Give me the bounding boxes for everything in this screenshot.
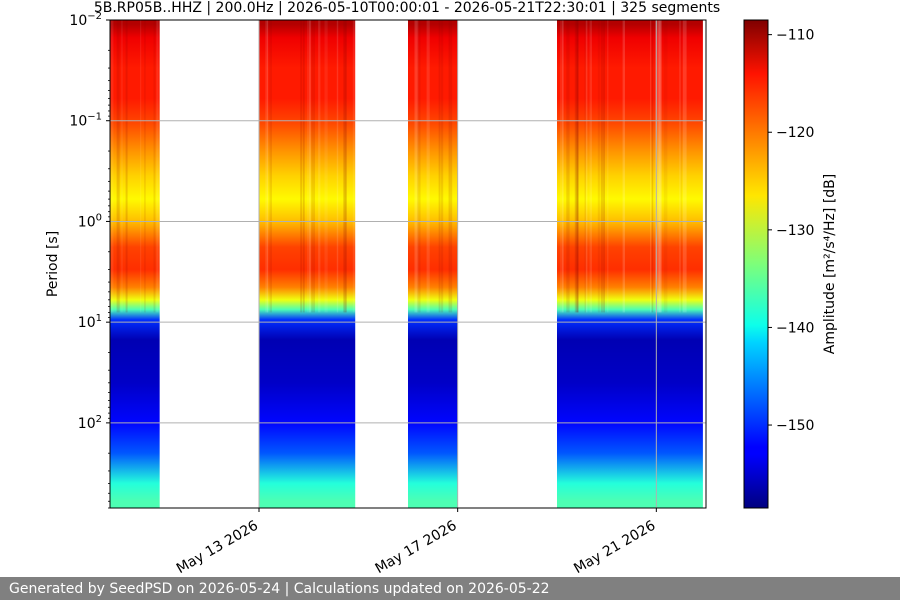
segment-streak: [589, 20, 592, 313]
segment-streak: [309, 20, 311, 313]
segment-streak: [651, 20, 654, 313]
colorbar-ticks: −110 −120 −130 −140 −150: [768, 28, 814, 434]
plot-frame: [109, 19, 707, 509]
footer-bar: Generated by SeedPSD on 2026-05-24 | Cal…: [0, 577, 900, 600]
segment-streak: [416, 20, 419, 313]
segment-streak: [441, 20, 444, 313]
y-tick-label: 100: [78, 212, 102, 230]
segment-streak: [426, 20, 430, 313]
x-axis: May 13 2026 May 17 2026 May 21 2026: [174, 508, 658, 577]
segment-streak: [575, 20, 579, 313]
x-tick-label: May 13 2026: [174, 518, 261, 577]
colorbar: −110 −120 −130 −140 −150 Amplitude [m²/s⁴/Hz…: [743, 19, 838, 509]
segment-streak: [679, 20, 682, 313]
segment-streak: [269, 20, 272, 313]
segment-streak: [682, 20, 687, 313]
segment-streak: [584, 20, 586, 313]
chart-title: 5B.RP05B..HHZ | 200.0Hz | 2026-05-10T00:…: [94, 0, 720, 16]
y-tick-label: 10−1: [69, 112, 102, 130]
segment-streak: [121, 20, 123, 313]
segment-streak: [302, 20, 305, 313]
spectrogram-figure: 5B.RP05B..HHZ | 200.0Hz | 2026-05-10T00:…: [45, 0, 838, 577]
segment-streak: [311, 20, 315, 313]
segment-streak: [574, 20, 579, 313]
spectrogram-heatmap: [110, 20, 703, 508]
y-axis-label: Period [s]: [45, 231, 61, 297]
segment-streak: [344, 20, 346, 313]
segment-streak: [600, 20, 604, 313]
segment-streak: [266, 20, 269, 313]
segment-streak: [622, 20, 625, 313]
segment-streak: [300, 20, 302, 313]
segment-streak: [607, 20, 609, 313]
grid-lines: [110, 20, 706, 508]
data-segment-2: [259, 20, 356, 508]
colorbar-tick-label: −140: [776, 320, 814, 336]
x-tick-label: May 21 2026: [571, 518, 658, 577]
segment-streak: [140, 20, 142, 313]
colorbar-tick-label: −130: [776, 223, 814, 239]
segment-streak: [597, 20, 600, 313]
colorbar-tick-label: −110: [776, 28, 814, 44]
segment-streak: [417, 20, 421, 313]
segment-streak: [352, 20, 357, 313]
segment-streak: [448, 20, 450, 313]
x-tick-label: May 17 2026: [373, 518, 460, 577]
colorbar-tick-label: −150: [776, 418, 814, 434]
segment-streak: [659, 20, 661, 313]
segment-streak: [153, 20, 156, 313]
segment-streak: [576, 20, 579, 313]
y-tick-label: 102: [78, 414, 102, 432]
segment-streak: [657, 20, 661, 313]
segment-streak: [336, 20, 339, 313]
segment-streak: [560, 20, 564, 313]
segment-streak: [414, 20, 418, 313]
y-tick-label: 101: [78, 313, 102, 331]
segment-streak: [318, 20, 321, 313]
segment-streak: [265, 20, 268, 313]
segment-streak: [650, 20, 652, 313]
segment-streak: [265, 20, 267, 313]
segment-streak: [110, 20, 114, 313]
segment-streak: [680, 20, 682, 313]
segment-streak: [324, 20, 328, 313]
footer-text: Generated by SeedPSD on 2026-05-24 | Cal…: [9, 581, 550, 597]
y-axis: 10−2 10−1 100 101 102: [69, 11, 110, 509]
segment-streak: [566, 20, 570, 313]
segment-streak: [310, 20, 312, 313]
segment-streak: [125, 20, 128, 313]
segment-streak: [144, 20, 146, 313]
segment-streak: [655, 20, 659, 313]
colorbar-label: Amplitude [m²/s⁴/Hz] [dB]: [822, 174, 838, 354]
segment-streak: [659, 20, 662, 313]
segment-streak: [156, 20, 159, 313]
colorbar-gradient: [743, 19, 769, 509]
data-segment-4: [557, 20, 703, 508]
data-segment-3: [408, 20, 458, 508]
data-segment-1: [110, 20, 160, 508]
segment-streak: [307, 20, 311, 313]
segment-streak: [585, 20, 588, 313]
segment-streak: [116, 20, 120, 313]
segment-streak: [663, 20, 668, 313]
colorbar-tick-label: −120: [776, 125, 814, 141]
segment-streak: [603, 20, 605, 313]
segment-streak: [343, 20, 347, 313]
segment-streak: [438, 20, 441, 313]
segment-streak: [562, 20, 564, 313]
segment-streak: [449, 20, 453, 313]
y-tick-label: 10−2: [69, 11, 102, 29]
